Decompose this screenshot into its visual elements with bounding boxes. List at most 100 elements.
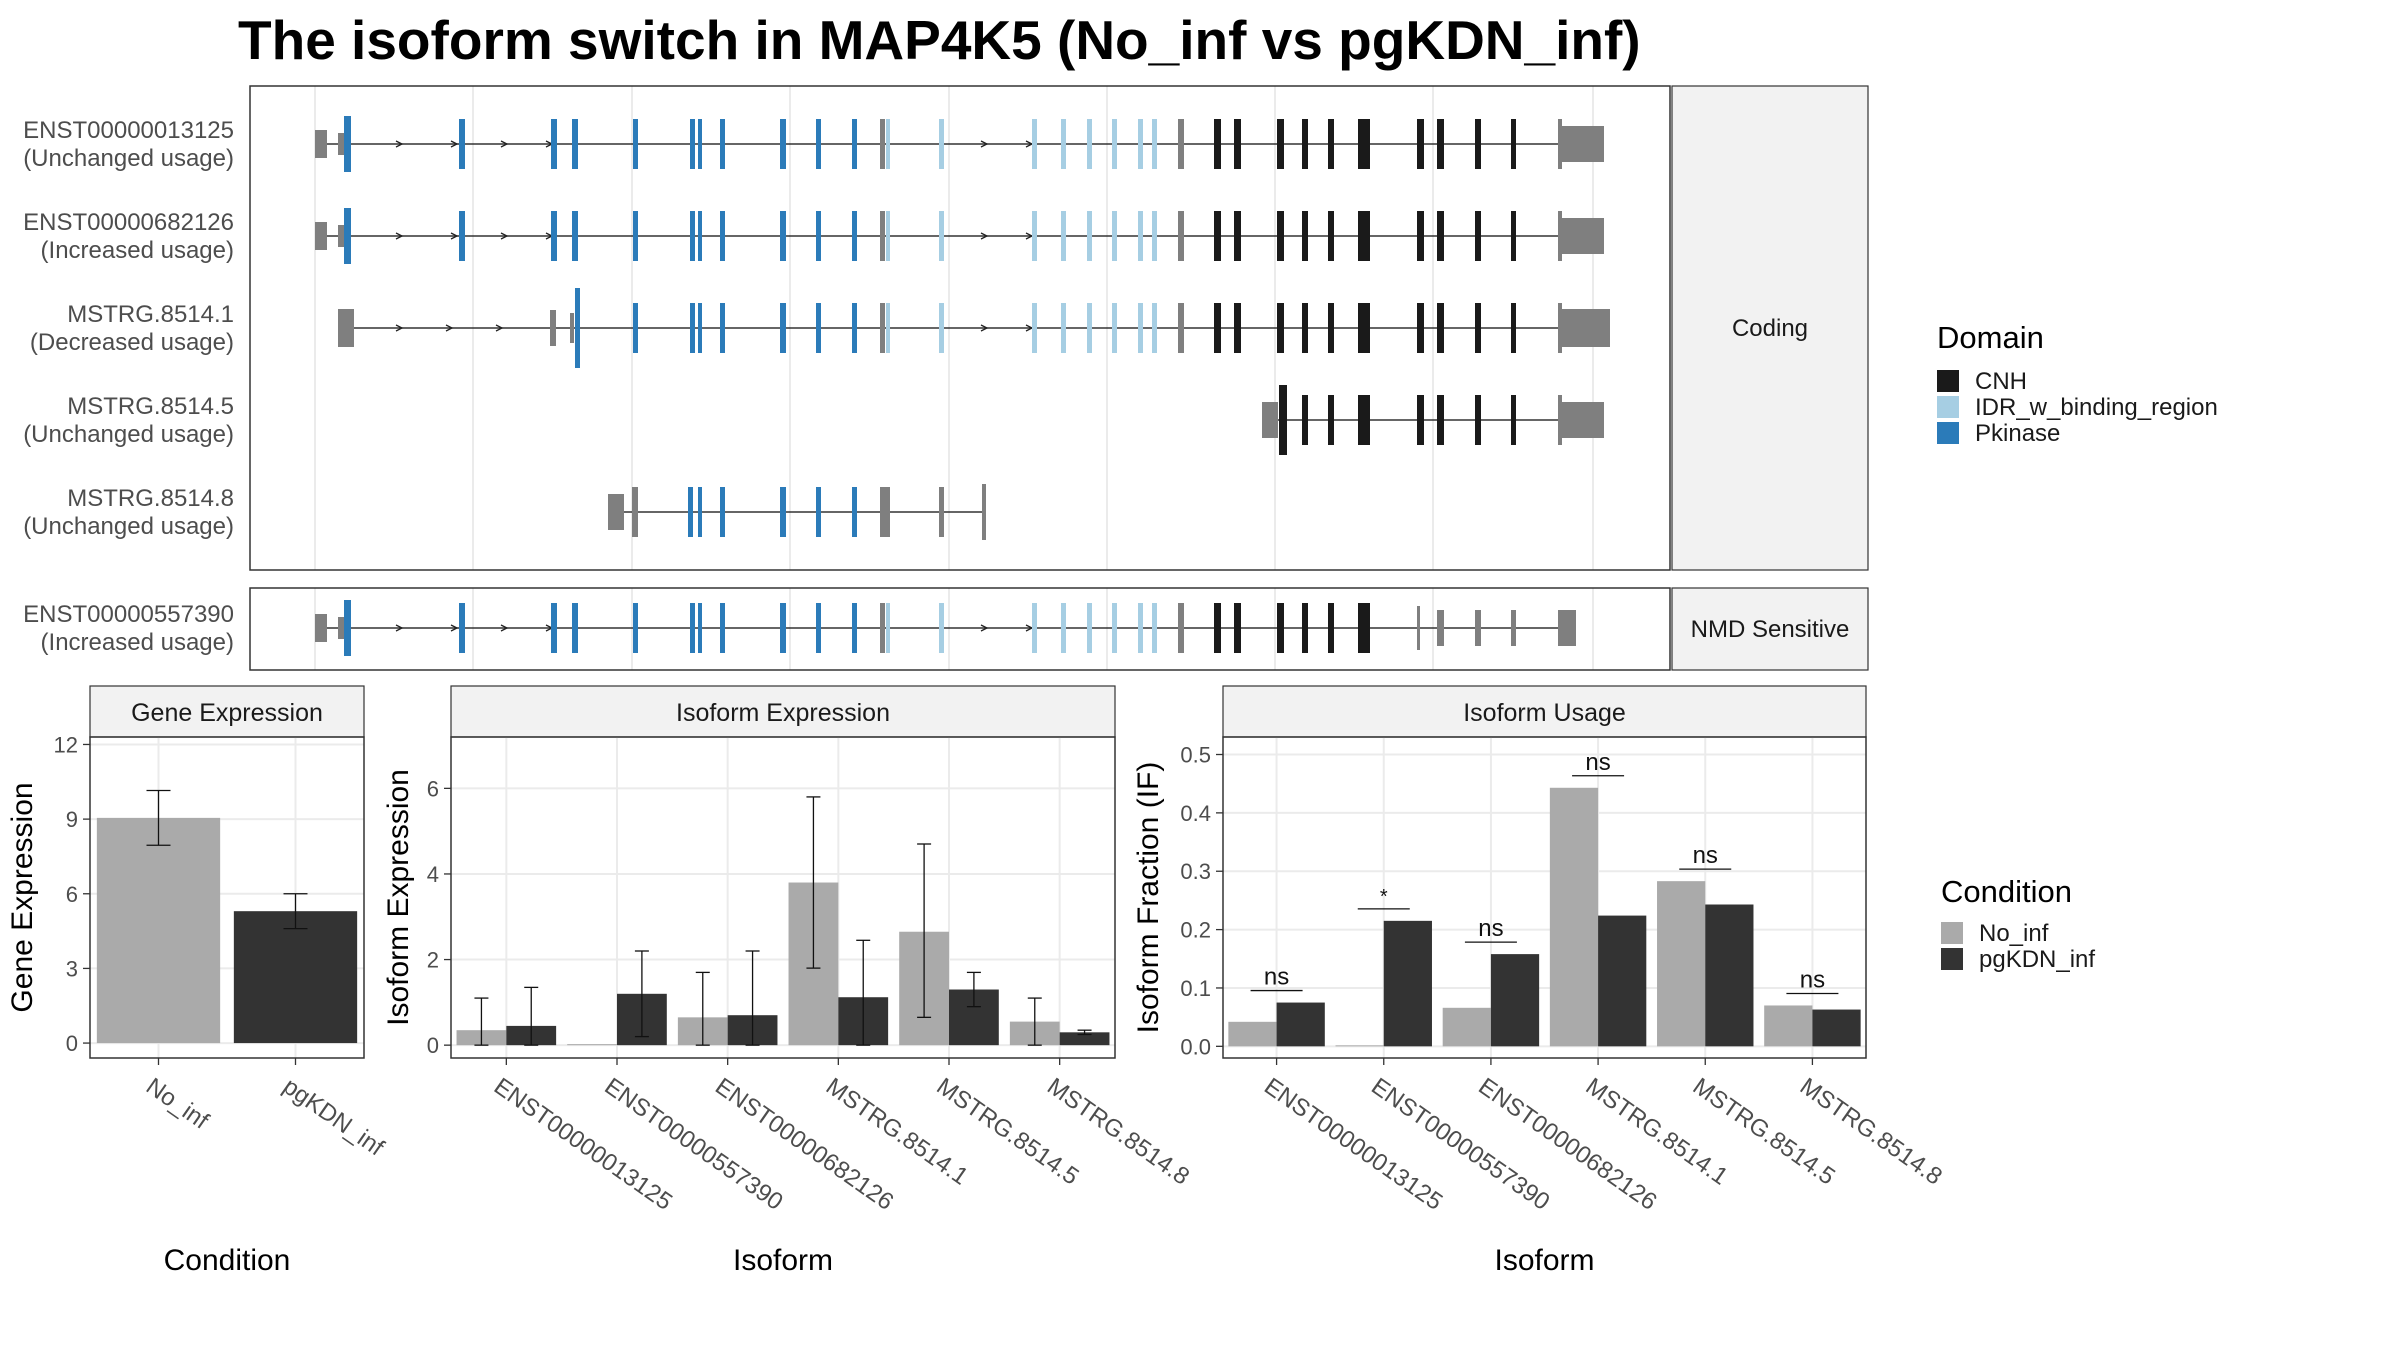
exon (1234, 603, 1241, 653)
y-axis-title: Gene Expression (6, 782, 39, 1012)
exon (780, 603, 786, 653)
exon (344, 208, 351, 264)
transcript-id-label: MSTRG.8514.1 (67, 301, 234, 328)
exon (939, 119, 944, 169)
strand-arrow (450, 232, 459, 240)
exon (570, 313, 574, 343)
y-tick-label: 0.5 (1180, 743, 1211, 768)
exon (939, 303, 944, 353)
exon (1112, 303, 1117, 353)
exon (1214, 603, 1221, 653)
exon (1234, 211, 1241, 261)
exon (780, 119, 786, 169)
exon (550, 310, 556, 346)
exon (698, 303, 702, 353)
facet-strip-label: Gene Expression (131, 699, 323, 727)
y-tick-label: 6 (66, 882, 78, 907)
exon (1277, 119, 1284, 169)
exon (459, 119, 465, 169)
exon (816, 603, 821, 653)
exon (1302, 603, 1308, 653)
exon (315, 614, 327, 642)
strand-arrow (980, 232, 989, 240)
exon (315, 130, 327, 158)
strand-arrow (450, 624, 459, 632)
y-tick-label: 0 (427, 1033, 439, 1058)
bar (1764, 1005, 1813, 1047)
exon (344, 600, 351, 656)
exon (551, 119, 557, 169)
y-tick-label: 6 (427, 776, 439, 801)
exon (852, 119, 857, 169)
bar (1228, 1021, 1277, 1047)
y-tick-label: 4 (427, 862, 439, 887)
exon (344, 116, 351, 172)
transcript-usage-label: (Unchanged usage) (23, 421, 234, 448)
exon (698, 119, 702, 169)
exon (1362, 603, 1365, 653)
exon (551, 603, 557, 653)
exon (1152, 119, 1157, 169)
exon (1358, 395, 1370, 445)
legend-label: CNH (1975, 368, 2027, 395)
y-tick-label: 0.2 (1180, 918, 1211, 943)
y-tick-label: 0.0 (1180, 1034, 1211, 1059)
transcript-id-label: ENST00000557390 (23, 601, 234, 628)
transcript-id-label: ENST00000682126 (23, 209, 234, 236)
legend-label: No_inf (1979, 920, 2049, 947)
exon (852, 303, 857, 353)
exon (1302, 119, 1308, 169)
exon (572, 119, 578, 169)
exon (816, 487, 821, 537)
bar (1812, 1009, 1861, 1047)
exon (1358, 119, 1370, 169)
transcript-id-label: MSTRG.8514.5 (67, 393, 234, 420)
exon (1234, 303, 1241, 353)
exon (1262, 402, 1278, 438)
exon (1562, 309, 1610, 347)
exon (572, 603, 578, 653)
exon (633, 211, 638, 261)
significance-label: ns (1478, 915, 1503, 942)
y-tick-label: 0 (66, 1031, 78, 1056)
bar (1442, 1007, 1491, 1047)
exon (1214, 119, 1221, 169)
significance-label: ns (1800, 966, 1825, 993)
exon (1061, 303, 1066, 353)
exon (1475, 211, 1481, 261)
bar (1276, 1002, 1325, 1047)
legend-key (1937, 370, 1959, 392)
legend-key (1937, 422, 1959, 444)
exon (1511, 119, 1516, 169)
strand-arrow (500, 624, 509, 632)
exon (852, 487, 857, 537)
strand-arrow (500, 232, 509, 240)
exon (690, 211, 695, 261)
exon (698, 211, 702, 261)
exon (939, 603, 944, 653)
exon (1178, 603, 1184, 653)
exon (1302, 395, 1308, 445)
exon (315, 222, 327, 250)
exon (1562, 402, 1604, 438)
exon (720, 303, 725, 353)
exon (459, 603, 465, 653)
transcript-usage-label: (Increased usage) (41, 237, 234, 264)
exon (886, 603, 890, 653)
exon (1358, 211, 1370, 261)
exon (720, 211, 725, 261)
domain-legend-title: Domain (1937, 320, 2044, 355)
bar (1549, 787, 1599, 1047)
y-axis-title: Isoform Fraction (IF) (1132, 762, 1165, 1034)
bar (1490, 954, 1540, 1047)
strand-arrow (980, 624, 989, 632)
exon (1558, 395, 1562, 445)
exon (1417, 119, 1424, 169)
exon (1437, 119, 1444, 169)
exon (1112, 119, 1117, 169)
exon (690, 119, 695, 169)
exon (1061, 119, 1066, 169)
exon (1558, 610, 1576, 646)
exon (880, 211, 885, 261)
